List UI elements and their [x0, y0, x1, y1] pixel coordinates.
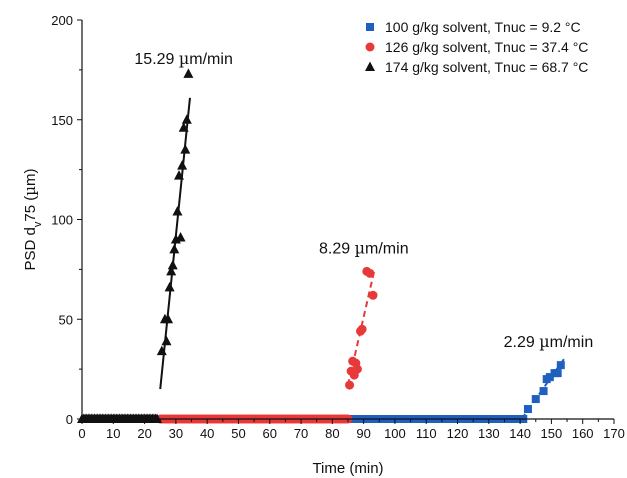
y-tick-label: 50 [59, 312, 73, 327]
rate-annotation: 2.29 µm/min [504, 332, 594, 351]
y-axis-title: PSD dv75 (µm) [21, 169, 44, 271]
data-point [156, 345, 167, 356]
x-tick-label: 70 [294, 426, 308, 441]
x-tick-label: 160 [572, 426, 594, 441]
plot-area: 15.29 µm/min 8.29 µm/min 2.29 µm/min [77, 49, 593, 424]
legend-label: 174 g/kg solvent, Tnuc = 68.7 °C [385, 59, 588, 75]
data-point [523, 405, 532, 414]
legend-marker [365, 61, 375, 71]
data-point [175, 231, 186, 242]
x-tick-label: 100 [384, 426, 406, 441]
data-point [172, 206, 183, 216]
data-point [164, 281, 175, 292]
legend-label: 126 g/kg solvent, Tnuc = 37.4 °C [385, 39, 588, 55]
y-tick-label: 150 [51, 113, 73, 128]
data-point [174, 170, 185, 180]
x-tick-label: 50 [231, 426, 245, 441]
data-point [166, 265, 177, 276]
x-tick-label: 170 [603, 426, 625, 441]
x-axis-title: Time (min) [312, 460, 383, 477]
series-2 [77, 68, 194, 423]
series-0 [347, 358, 565, 423]
x-tick-label: 110 [416, 426, 437, 441]
x-tick-label: 150 [541, 426, 563, 441]
data-point [181, 114, 192, 124]
axes: 0 10 20 30 40 50 60 70 80 90 100 110 120 130 140 150 160… [21, 13, 625, 477]
x-tick-label: 140 [509, 426, 531, 441]
baseline-point [152, 413, 163, 423]
data-point [177, 160, 188, 170]
y-tick-label: 200 [51, 13, 73, 28]
x-tick-label: 10 [106, 426, 120, 441]
x-tick-label: 40 [200, 426, 214, 441]
legend-label: 100 g/kg solvent, Tnuc = 9.2 °C [385, 19, 581, 35]
data-point [345, 380, 355, 390]
data-point [357, 324, 367, 334]
data-point [365, 268, 375, 278]
data-point [368, 290, 378, 300]
data-point [531, 395, 540, 404]
x-tick-label: 20 [137, 426, 151, 441]
data-point [553, 369, 562, 378]
data-point [178, 122, 189, 132]
x-tick-label: 130 [478, 426, 500, 441]
x-tick-label: 90 [356, 426, 370, 441]
data-point [545, 373, 554, 382]
x-tick-label: 30 [169, 426, 183, 441]
data-point [183, 68, 194, 78]
legend-marker [365, 42, 375, 52]
x-tick-label: 60 [263, 426, 277, 441]
x-tick-label: 120 [447, 426, 469, 441]
legend-marker [366, 23, 374, 31]
x-tick-label: 80 [325, 426, 339, 441]
data-point [167, 259, 178, 270]
series-1 [155, 266, 378, 424]
rate-annotation: 8.29 µm/min [319, 238, 409, 257]
y-tick-label: 100 [51, 213, 73, 228]
x-tick-label: 0 [78, 426, 85, 441]
rate-annotation: 15.29 µm/min [134, 49, 232, 68]
data-point [352, 364, 362, 374]
y-tick-label: 0 [66, 412, 73, 427]
data-point [161, 335, 172, 346]
data-point [180, 144, 191, 154]
data-point [556, 361, 565, 370]
data-point [163, 313, 174, 324]
data-point [169, 243, 180, 254]
legend: 100 g/kg solvent, Tnuc = 9.2 °C 126 g/kg … [365, 19, 588, 75]
data-point [539, 387, 548, 396]
